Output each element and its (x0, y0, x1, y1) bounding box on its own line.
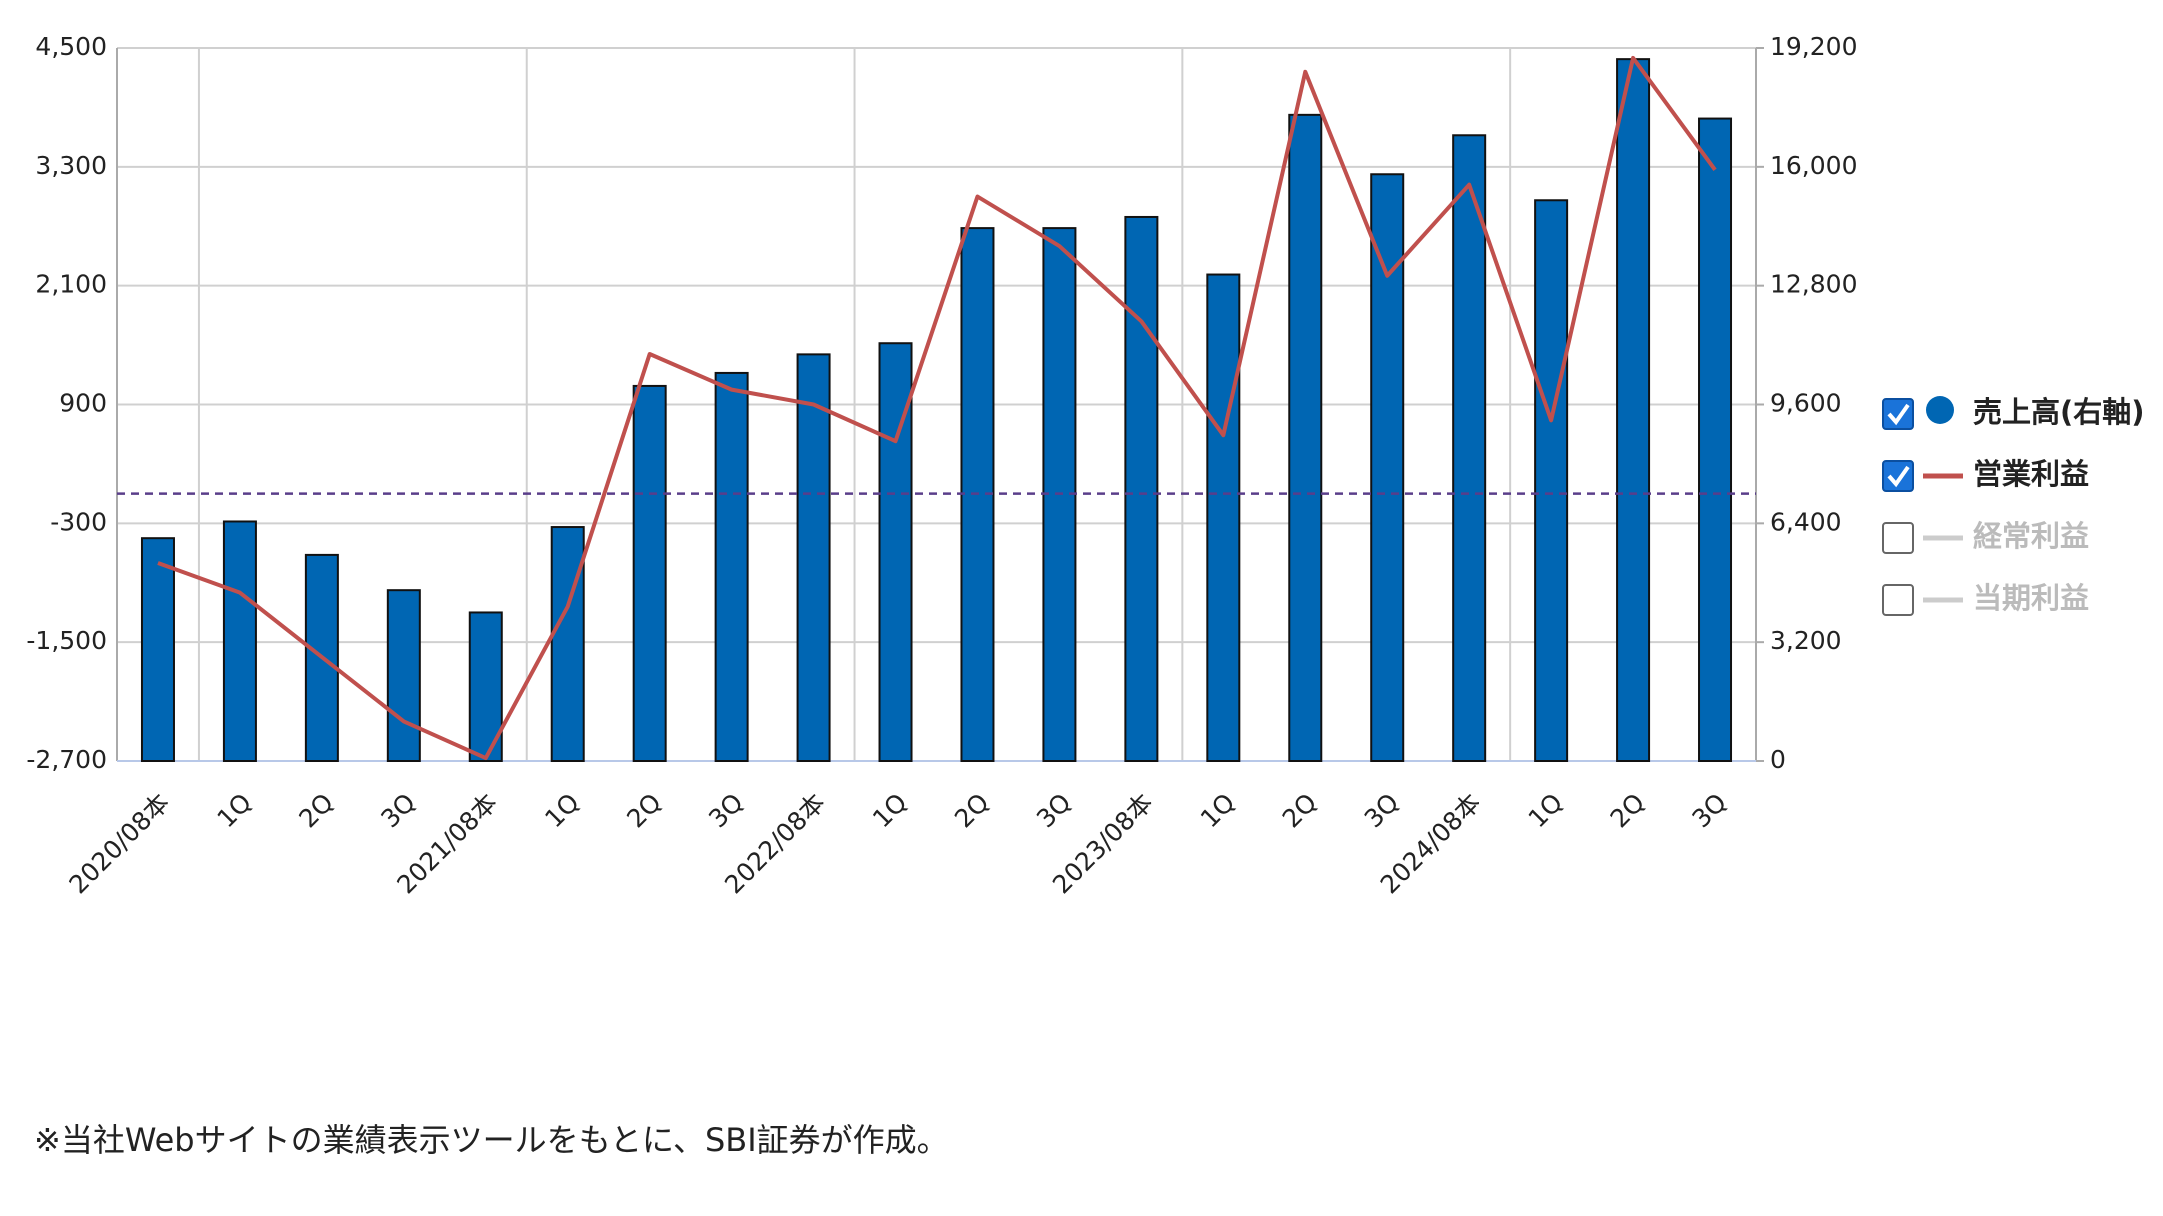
x-tick-label: 3Q (703, 788, 749, 834)
x-tick-label: 3Q (375, 788, 421, 834)
check-mark (1887, 465, 1910, 488)
line (157, 55, 1717, 761)
x-tick-label: 2Q (621, 788, 667, 834)
footnote: ※当社Webサイトの業績表示ツールをもとに、SBI証券が作成。 (34, 1121, 949, 1159)
x-tick-label: 1Q (867, 788, 913, 834)
x-tick-label: 3Q (1031, 788, 1077, 834)
bar (1452, 134, 1487, 762)
x-tick-label: 2Q (1277, 788, 1323, 834)
x-tick-label: 1Q (1523, 788, 1569, 834)
y-tick-label: 3,300 (35, 151, 107, 180)
bar (550, 526, 585, 762)
y-tick-label: -2,700 (26, 745, 107, 774)
y2-tick-label: 6,400 (1770, 507, 1842, 536)
legend-checkbox[interactable] (1882, 398, 1914, 430)
bar (222, 520, 257, 762)
bar (632, 384, 667, 762)
x-tick-label: 2Q (293, 788, 339, 834)
legend-checkbox[interactable] (1882, 584, 1914, 616)
x-tick-label: 2020/08本 (64, 788, 176, 900)
y2-tick-label: 3,200 (1770, 626, 1842, 655)
y2-tick-label: 9,600 (1770, 389, 1842, 418)
bar (796, 353, 831, 762)
legend-label: 営業利益 (1973, 457, 2089, 491)
x-tick-label: 1Q (1195, 788, 1241, 834)
y2-tick-label: 16,000 (1770, 151, 1857, 180)
y2-tick-label: 19,200 (1770, 32, 1857, 61)
bar (140, 537, 175, 762)
bar (1534, 199, 1569, 763)
y-tick-label: 900 (59, 389, 107, 418)
legend-label: 売上高(右軸) (1973, 395, 2145, 429)
x-tick-label: 2Q (949, 788, 995, 834)
bar (1616, 58, 1651, 762)
y-tick-label: -1,500 (26, 626, 107, 655)
bar (386, 589, 421, 762)
legend-swatch (1926, 396, 1954, 424)
y2-tick-label: 12,800 (1770, 270, 1857, 299)
bar (1206, 273, 1241, 762)
y-tick-label: 4,500 (35, 32, 107, 61)
bar (714, 371, 749, 762)
x-tick-label: 3Q (1687, 788, 1733, 834)
legend-label: 経常利益 (1973, 519, 2089, 553)
y2-tick-label: 0 (1770, 745, 1786, 774)
x-tick-label: 1Q (539, 788, 585, 834)
check-mark (1887, 403, 1910, 426)
bar (1698, 117, 1733, 762)
legend-checkbox[interactable] (1882, 460, 1914, 492)
x-tick-label: 3Q (1359, 788, 1405, 834)
y-tick-label: -300 (50, 507, 107, 536)
bar (1288, 113, 1323, 762)
legend-label: 当期利益 (1973, 581, 2089, 615)
legend-checkbox[interactable] (1882, 522, 1914, 554)
x-tick-label: 1Q (211, 788, 257, 834)
x-tick-label: 2Q (1605, 788, 1651, 834)
y-tick-label: 2,100 (35, 270, 107, 299)
bar (1124, 215, 1159, 763)
